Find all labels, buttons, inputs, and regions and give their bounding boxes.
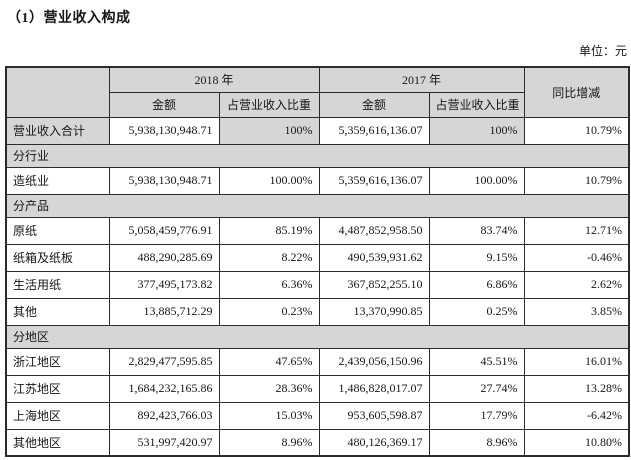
revenue-composition-table: 2018 年 2017 年 同比增减 金额 占营业收入比重 金额 占营业收入比重… [5,66,631,457]
yoy-cell: 3.85% [523,297,630,326]
unit-label: 单位：元 [578,44,627,58]
amount-2018-cell: 531,997,420.97 [108,428,220,457]
pct-2018-cell: 8.96% [218,428,320,457]
amount-2018-cell: 13,885,712.29 [108,297,220,326]
section-row: 分产品 [5,193,630,218]
pct-2018-cell: 100.00% [218,166,320,195]
pct-2018-cell: 0.23% [218,297,320,326]
row-label-cell: 上海地区 [5,401,110,430]
section-label-cell: 分地区 [5,324,630,349]
row-label-cell: 原纸 [5,216,110,245]
table-header: 2018 年 2017 年 同比增减 金额 占营业收入比重 金额 占营业收入比重 [5,66,630,118]
row-label-cell: 生活用纸 [5,270,110,299]
table-row: 造纸业 5,938,130,948.71 100.00% 5,359,616,136.… [5,166,630,195]
amount-2017-cell: 490,539,931.62 [318,243,430,272]
pct-2018-cell: 8.22% [218,243,320,272]
pct-2017-cell: 100% [428,116,525,145]
amount-2018-cell: 5,058,459,776.91 [108,216,220,245]
section-label-cell: 分行业 [5,143,630,168]
amount-2018-cell: 377,495,173.82 [108,270,220,299]
header-year-2017: 2017 年 [318,66,525,93]
row-label-cell: 造纸业 [5,166,110,195]
amount-2017-cell: 5,359,616,136.07 [318,116,430,145]
amount-2018-cell: 488,290,285.69 [108,243,220,272]
pct-2017-cell: 6.86% [428,270,525,299]
table-row: 生活用纸 377,495,173.82 6.36% 367,852,255.10 6.8… [5,270,630,299]
section-row: 分地区 [5,324,630,349]
header-year-2018: 2018 年 [108,66,320,93]
section-title: （1）营业收入构成 [7,11,131,26]
yoy-cell: 16.01% [523,347,630,376]
yoy-cell: 10.79% [523,166,630,195]
pct-2018-cell: 6.36% [218,270,320,299]
header-amount-2018: 金额 [108,91,220,118]
yoy-cell: -6.42% [523,401,630,430]
pct-2017-cell: 83.74% [428,216,525,245]
amount-2017-cell: 13,370,990.85 [318,297,430,326]
table-row: 江苏地区 1,684,232,165.86 28.36% 1,486,828,017.… [5,374,630,403]
header-sub-row: 金额 占营业收入比重 金额 占营业收入比重 [6,91,629,118]
pct-2017-cell: 100.00% [428,166,525,195]
section-label-cell: 分产品 [5,193,630,218]
table-row: 其他 13,885,712.29 0.23% 13,370,990.85 0.25% 3.… [5,297,630,326]
table-row: 上海地区 892,423,766.03 15.03% 953,605,598.87 17… [5,401,630,430]
table-row: 营业收入合计 5,938,130,948.71 100% 5,359,616,136.… [5,116,630,145]
row-label-cell: 浙江地区 [5,347,110,376]
pct-2018-cell: 15.03% [218,401,320,430]
pct-2018-cell: 85.19% [218,216,320,245]
amount-2017-cell: 4,487,852,958.50 [318,216,430,245]
row-label-cell: 其他 [5,297,110,326]
amount-2017-cell: 367,852,255.10 [318,270,430,299]
pct-2017-cell: 27.74% [428,374,525,403]
row-label-cell: 营业收入合计 [5,116,110,145]
amount-2018-cell: 1,684,232,165.86 [108,374,220,403]
yoy-cell: 10.80% [523,428,630,457]
pct-2017-cell: 0.25% [428,297,525,326]
header-year-row: 2018 年 2017 年 同比增减 [5,66,630,118]
table-row: 其他地区 531,997,420.97 8.96% 480,126,369.17 8.9… [5,428,630,457]
pct-2017-cell: 17.79% [428,401,525,430]
pct-2018-cell: 28.36% [218,374,320,403]
row-label-cell: 江苏地区 [5,374,110,403]
pct-2018-cell: 100% [218,116,320,145]
amount-2017-cell: 1,486,828,017.07 [318,374,430,403]
amount-2018-cell: 892,423,766.03 [108,401,220,430]
yoy-cell: 2.62% [523,270,630,299]
pct-2017-cell: 45.51% [428,347,525,376]
table-row: 原纸 5,058,459,776.91 85.19% 4,487,852,958.50… [5,216,630,245]
table-row: 浙江地区 2,829,477,595.85 47.65% 2,439,056,150.… [5,347,630,376]
header-yoy: 同比增减 [523,66,630,118]
header-pct-2017: 占营业收入比重 [428,91,525,118]
pct-2017-cell: 9.15% [428,243,525,272]
yoy-cell: 12.71% [523,216,630,245]
section-row: 分行业 [5,143,630,168]
yoy-cell: -0.46% [523,243,630,272]
pct-2018-cell: 47.65% [218,347,320,376]
amount-2018-cell: 2,829,477,595.85 [108,347,220,376]
row-label-cell: 其他地区 [5,428,110,457]
yoy-cell: 10.79% [523,116,630,145]
amount-2017-cell: 2,439,056,150.96 [318,347,430,376]
header-corner-cell [5,66,110,118]
amount-2017-cell: 480,126,369.17 [318,428,430,457]
amount-2018-cell: 5,938,130,948.71 [108,166,220,195]
row-label-cell: 纸箱及纸板 [5,243,110,272]
table-row: 纸箱及纸板 488,290,285.69 8.22% 490,539,931.62 9.… [5,243,630,272]
header-pct-2018: 占营业收入比重 [218,91,320,118]
amount-2018-cell: 5,938,130,948.71 [108,116,220,145]
amount-2017-cell: 5,359,616,136.07 [318,166,430,195]
yoy-cell: 13.28% [523,374,630,403]
table-body: 营业收入合计 5,938,130,948.71 100% 5,359,616,136.… [5,116,630,457]
header-amount-2017: 金额 [318,91,430,118]
amount-2017-cell: 953,605,598.87 [318,401,430,430]
pct-2017-cell: 8.96% [428,428,525,457]
